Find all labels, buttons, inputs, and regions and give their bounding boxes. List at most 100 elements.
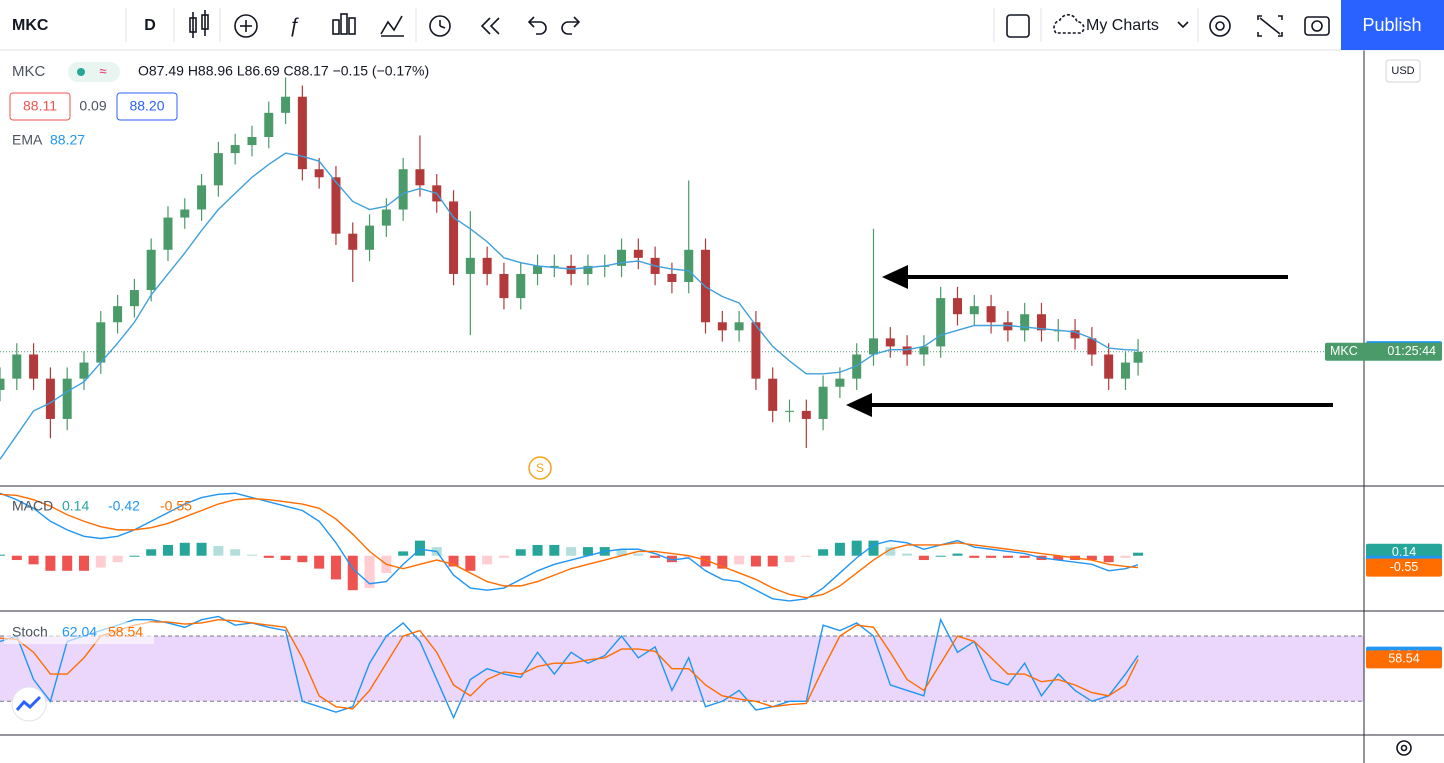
- macd-histogram-bar: [868, 540, 879, 556]
- candle-body: [113, 306, 123, 323]
- macd-histogram-bar: [28, 555, 39, 565]
- macd-histogram-bar: [78, 555, 89, 571]
- replay-button[interactable]: [480, 17, 500, 35]
- price-axis-bg: [1364, 50, 1444, 763]
- macd-histogram-bar: [566, 547, 577, 556]
- macd-legend: MACD 0.14 -0.42 -0.55: [12, 498, 192, 514]
- macd-histogram-bar: [95, 555, 106, 568]
- macd-histogram-bar: [851, 540, 862, 556]
- macd-histogram-bar: [465, 555, 476, 571]
- candle-body: [1070, 330, 1080, 339]
- ask-box[interactable]: [116, 92, 178, 121]
- indicators-button[interactable]: ƒ: [288, 14, 299, 36]
- candle-body: [1020, 314, 1030, 331]
- my-charts-button[interactable]: My Charts: [1086, 17, 1159, 34]
- last-price-badge-bg: [1325, 342, 1442, 361]
- candle-body: [1036, 314, 1046, 331]
- macd-histogram-bar: [885, 547, 896, 556]
- macd-histogram-bar: [834, 542, 845, 556]
- fullscreen-select-button[interactable]: [1006, 14, 1030, 38]
- snapshot-button[interactable]: [1304, 16, 1330, 36]
- candle-body: [633, 249, 643, 258]
- layout-button[interactable]: [380, 15, 404, 37]
- candle-body: [801, 410, 811, 419]
- candle-body: [1087, 338, 1097, 355]
- macd-histogram-bar: [969, 555, 980, 558]
- logo-bg: [11, 686, 47, 722]
- candle-body: [785, 410, 795, 412]
- macd-histogram-bar: [112, 555, 123, 563]
- publish-button-bg[interactable]: [1341, 0, 1444, 50]
- alert-button[interactable]: [429, 15, 451, 37]
- currency-box[interactable]: [1385, 59, 1421, 83]
- stoch-badge: 58.54: [1388, 652, 1419, 666]
- macd-histogram-bar: [196, 542, 207, 556]
- logo: [11, 686, 47, 722]
- annotation-arrows: [846, 265, 1333, 417]
- macd-histogram-bar: [700, 555, 711, 567]
- macd-histogram-bar: [1053, 555, 1064, 561]
- logo-mark: [15, 695, 42, 711]
- macd-histogram-bar: [448, 555, 459, 567]
- event-marker: [528, 456, 552, 480]
- candle-body: [768, 378, 778, 411]
- macd-histogram-bar: [146, 549, 157, 556]
- macd-histogram-bar: [650, 555, 661, 558]
- fullscreen-button[interactable]: [1257, 15, 1283, 37]
- macd-histogram-bar: [11, 555, 22, 561]
- candle-body: [230, 145, 240, 154]
- candle-body: [79, 362, 89, 379]
- publish-button[interactable]: Publish: [1362, 15, 1421, 35]
- candle-body: [919, 346, 929, 355]
- macd-histogram-bar: [582, 547, 593, 556]
- candle-body: [818, 386, 828, 419]
- legend-bg: [4, 622, 154, 644]
- undo-button[interactable]: [527, 16, 547, 35]
- candle-body: [969, 306, 979, 315]
- interval-button[interactable]: D: [144, 17, 156, 34]
- redo-button[interactable]: [561, 16, 581, 35]
- macd-histogram-bar: [1002, 555, 1013, 558]
- compare-button[interactable]: [234, 14, 258, 38]
- symbol-button[interactable]: MKC: [12, 17, 49, 34]
- candle-body: [29, 354, 39, 379]
- macd-histogram-bar: [498, 555, 509, 558]
- event-marker-label: S: [536, 461, 544, 475]
- candle-body: [12, 354, 22, 379]
- macd-histogram-bar: [952, 553, 963, 556]
- candle-body: [952, 298, 962, 315]
- macd-line-value: -0.42: [108, 498, 140, 514]
- axis-settings-button[interactable]: [1396, 740, 1412, 756]
- templates-button[interactable]: [332, 13, 356, 35]
- macd-hist-value: 0.14: [62, 498, 89, 514]
- candle-body: [1133, 351, 1143, 363]
- candle-body: [415, 169, 425, 186]
- macd-histogram-bar: [0, 554, 5, 556]
- candle-body: [617, 249, 627, 266]
- macd-histogram-bar: [986, 555, 997, 558]
- last-price-symbol: MKC: [1330, 344, 1358, 358]
- candle-body: [549, 265, 559, 267]
- dropdown-arrow[interactable]: [1177, 21, 1189, 29]
- bid-box[interactable]: [9, 92, 71, 121]
- candle-body: [936, 298, 946, 347]
- ask-price: 88.20: [129, 98, 164, 114]
- macd-histogram-bar: [347, 555, 358, 591]
- bid-price: 88.11: [23, 98, 57, 114]
- candle-body: [1003, 322, 1013, 331]
- currency: USD: [1391, 65, 1414, 77]
- candle-body: [684, 249, 694, 282]
- macd-histogram-bar: [734, 555, 745, 565]
- macd-line: [0, 492, 1139, 602]
- macd-histogram-bar: [1019, 555, 1030, 558]
- candle-body: [1104, 354, 1114, 379]
- macd-histogram-bar: [918, 555, 929, 561]
- settings-button[interactable]: [1209, 15, 1231, 37]
- chart-type-button[interactable]: [189, 10, 209, 38]
- candle-body: [885, 338, 895, 347]
- candle-body: [449, 201, 459, 274]
- macd-histogram-bar: [297, 555, 308, 563]
- macd-signal-value: -0.55: [160, 498, 192, 514]
- macd-histogram-bar: [549, 544, 560, 556]
